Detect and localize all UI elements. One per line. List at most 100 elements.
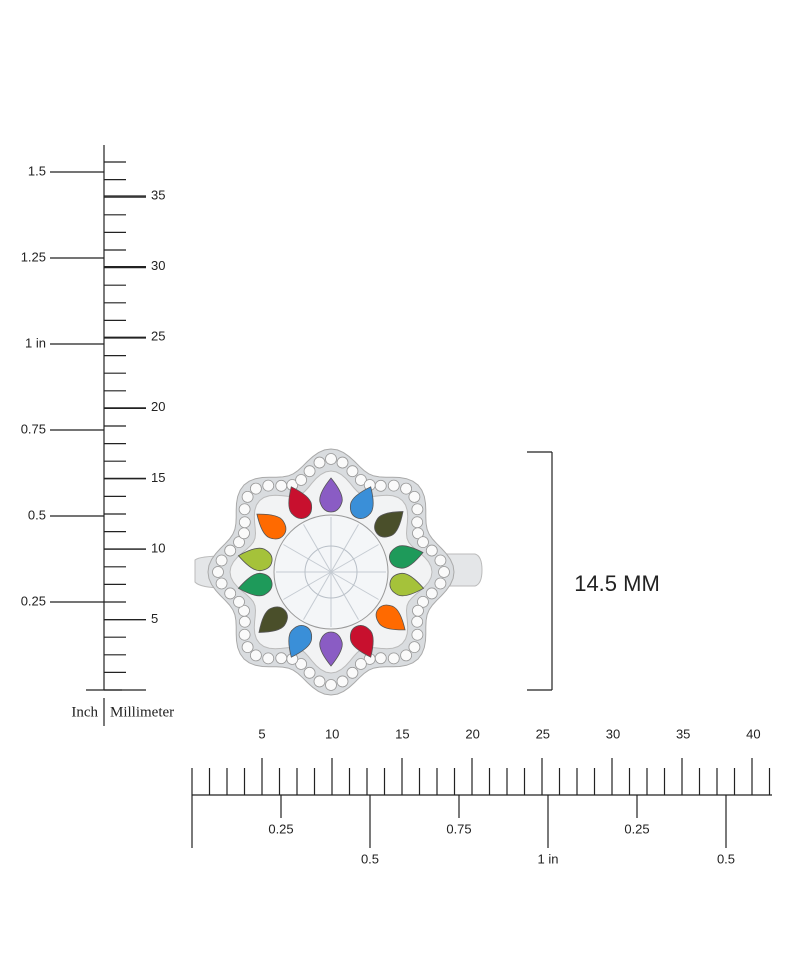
halo-stone — [238, 527, 250, 540]
halo-stone — [303, 465, 316, 478]
halo-stone — [354, 474, 367, 486]
facet — [330, 571, 359, 620]
halo-stone — [224, 544, 237, 557]
colored-stone — [237, 572, 273, 597]
inch-label: 0.25 — [268, 821, 293, 836]
mm-caption: Millimeter — [110, 704, 174, 720]
halo-stone — [425, 587, 438, 600]
halo-stone — [303, 666, 316, 679]
halo-stone — [336, 675, 349, 688]
halo-stone — [417, 536, 429, 549]
halo-stone — [262, 479, 275, 492]
halo-stone — [241, 491, 254, 503]
inch-label: 1.5 — [28, 163, 46, 178]
colored-stone — [319, 477, 343, 513]
inch-label: 0.75 — [21, 421, 46, 436]
colored-stone — [288, 486, 313, 520]
facet — [330, 544, 379, 573]
halo-stone — [295, 658, 308, 670]
colored-stone — [256, 513, 287, 540]
halo-stone — [295, 474, 308, 486]
dimension-bracket — [527, 451, 553, 691]
halo-stone — [374, 652, 387, 665]
colored-stone — [258, 606, 288, 633]
halo-stone — [412, 527, 424, 540]
facet — [303, 571, 332, 620]
mm-label: 40 — [746, 726, 760, 741]
halo-stone — [275, 479, 288, 492]
halo-stone — [400, 649, 412, 662]
colored-stone — [349, 624, 374, 658]
halo-stone — [238, 516, 251, 529]
halo-stone — [354, 658, 367, 670]
halo-stone — [387, 479, 400, 492]
halo-stone — [400, 482, 412, 495]
halo-stone — [325, 679, 337, 691]
inch-label: 1.25 — [21, 249, 46, 264]
halo-stone — [250, 649, 262, 662]
inch-label: 0.5 — [28, 507, 46, 522]
halo-stone — [212, 566, 224, 578]
halo-stone — [313, 675, 326, 688]
colored-stone — [389, 545, 424, 569]
inch-caption: Inch — [71, 704, 98, 720]
colored-stone — [374, 511, 404, 538]
mm-label: 25 — [151, 329, 165, 344]
table-facet — [304, 545, 358, 599]
dimension-label: 14.5 MM — [574, 571, 660, 596]
mm-label: 10 — [151, 540, 165, 555]
colored-stone — [319, 631, 343, 667]
mm-label: 10 — [325, 726, 339, 741]
mm-label: 30 — [151, 258, 165, 273]
halo-stone — [346, 666, 359, 679]
halo-stone — [238, 604, 250, 617]
colored-stone — [389, 572, 425, 597]
colored-stone — [375, 604, 406, 631]
halo-stone — [336, 456, 349, 469]
ring-photo — [194, 448, 483, 696]
halo-stone — [412, 604, 424, 617]
halo-stone — [417, 595, 429, 608]
inch-label: 0.5 — [361, 851, 379, 866]
colored-stone — [237, 547, 273, 572]
halo-stone — [313, 456, 326, 469]
inch-label: 1 in — [538, 851, 559, 866]
inch-label: 1 in — [25, 335, 46, 350]
halo-stone — [425, 544, 438, 557]
facet — [330, 571, 379, 600]
halo-stone — [411, 615, 424, 628]
mm-label: 35 — [676, 726, 690, 741]
halo-stone — [387, 652, 400, 665]
halo-stone — [250, 482, 262, 495]
halo-stone — [411, 516, 424, 529]
mm-label: 20 — [151, 399, 165, 414]
halo-stone — [215, 577, 228, 590]
halo-stone — [215, 554, 228, 567]
inch-label: 0.75 — [446, 821, 471, 836]
facet — [283, 544, 332, 573]
halo-stone — [238, 628, 251, 641]
halo-stone — [224, 587, 237, 600]
inch-label: 0.5 — [717, 851, 735, 866]
mm-label: 20 — [465, 726, 479, 741]
halo-stone — [262, 652, 275, 665]
halo-stone — [238, 503, 251, 516]
halo-stone — [411, 503, 424, 516]
halo-stone — [434, 577, 447, 590]
halo-stone — [233, 536, 245, 549]
mm-label: 35 — [151, 187, 165, 202]
colored-stone — [288, 624, 313, 658]
inch-label: 0.25 — [21, 593, 46, 608]
halo-stone — [408, 641, 421, 653]
mm-label: 15 — [151, 470, 165, 485]
halo-stone — [411, 628, 424, 641]
mm-label: 25 — [536, 726, 550, 741]
halo-stone — [374, 479, 387, 492]
facet — [283, 571, 332, 600]
halo-stone — [233, 595, 245, 608]
halo-stone — [434, 554, 447, 567]
halo-stone — [438, 566, 450, 578]
colored-stone — [349, 486, 374, 520]
halo-stone — [325, 453, 337, 465]
